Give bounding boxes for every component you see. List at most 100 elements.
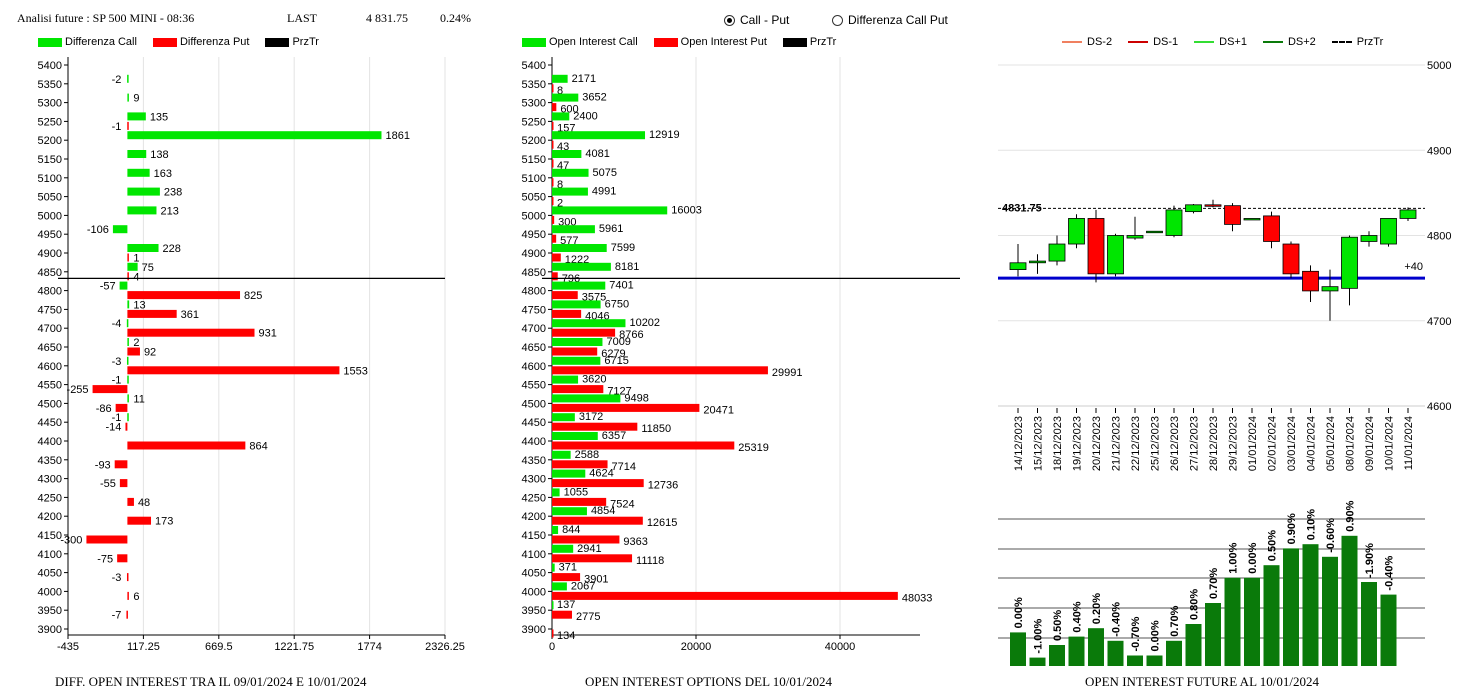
future-oi-bar: [1166, 640, 1182, 666]
put-diff-bar: [127, 309, 177, 318]
oi-put-bar: [552, 84, 554, 93]
x-tick-label: 40000: [825, 641, 856, 653]
oi-call-bar-label: 4854: [591, 505, 615, 517]
call-diff-bar-label: 9: [133, 93, 139, 105]
put-diff-bar-label: 825: [244, 290, 262, 302]
call-diff-bar: [127, 244, 159, 252]
line-swatch-icon: [1128, 41, 1149, 43]
legend-item-diff-call: Differenza Call: [38, 36, 137, 48]
future-oi-bar: [1127, 655, 1143, 666]
candle-body: [1380, 218, 1397, 245]
x-tick-label: 22/12/2023: [1130, 416, 1142, 471]
future-oi-bar: [1283, 548, 1299, 666]
future-oi-bar: [1029, 657, 1046, 666]
y-tick-label: 4800: [522, 286, 546, 298]
put-diff-bar: [127, 121, 129, 130]
future-oi-bar-label: 0.70%: [1208, 568, 1220, 599]
radio-call-put[interactable]: Call - Put: [724, 13, 789, 27]
legend-item-oi-call: Open Interest Call: [522, 36, 638, 48]
oi-put-bar-label: 7714: [612, 461, 636, 473]
y-tick-label: 5150: [522, 154, 546, 166]
future-oi-bar: [1224, 577, 1241, 666]
pivot-label: +40: [1404, 261, 1423, 273]
call-diff-bar: [126, 319, 129, 328]
oi-put-bar-label: 9363: [623, 536, 647, 548]
oi-put-bar-label: 48033: [902, 592, 933, 604]
oi-call-bar: [552, 168, 589, 177]
call-swatch-icon: [522, 37, 546, 47]
call-diff-bar-label: 13: [133, 299, 145, 311]
oi-put-bar-label: 25319: [738, 442, 769, 454]
oi-call-bar: [552, 206, 668, 215]
oi-call-bar: [552, 469, 586, 478]
put-diff-bar-label: -7: [112, 610, 122, 622]
oi-call-bar: [552, 225, 595, 234]
oi-put-bar-label: 6279: [601, 348, 625, 360]
oi-put-bar: [552, 554, 633, 563]
oi-put-bar: [552, 460, 608, 469]
put-diff-bar-label: -255: [67, 384, 89, 396]
oi-put-bar: [552, 441, 735, 450]
oi-call-bar-label: 4991: [592, 186, 616, 198]
x-tick-label: 20/12/2023: [1091, 416, 1103, 471]
future-oi-bar-label: -0.40%: [1111, 602, 1123, 637]
future-oi-bar: [1068, 636, 1085, 666]
call-diff-bar: [127, 413, 129, 422]
oi-call-bar-label: 2067: [571, 580, 595, 592]
legend-candles: DS-2 DS-1 DS+1 DS+2 PrzTr: [1062, 36, 1393, 48]
call-diff-bar: [127, 262, 138, 271]
y-tick-label: 5100: [38, 173, 62, 185]
oi-call-bar-label: 5075: [593, 167, 617, 179]
put-diff-bar: [127, 497, 134, 506]
put-diff-bar: [127, 441, 246, 450]
x-tick-label: 28/12/2023: [1208, 416, 1220, 471]
y-tick-label: 4400: [38, 436, 62, 448]
oi-call-bar-label: 3172: [579, 411, 603, 423]
future-oi-bar-label: -1.00%: [1033, 619, 1045, 654]
call-diff-bar: [127, 168, 150, 177]
y-tick-label: 4600: [38, 361, 62, 373]
call-diff-bar: [127, 300, 130, 309]
x-tick-label: 117.25: [127, 641, 160, 653]
call-diff-bar-label: 163: [154, 168, 172, 180]
x-tick-label: 1774: [357, 641, 381, 653]
put-diff-bar: [127, 366, 340, 375]
caption-oi-future: OPEN INTEREST FUTURE AL 10/01/2024: [1085, 674, 1320, 689]
oi-put-bar-label: 12615: [647, 517, 678, 529]
y-tick-label: 4500: [522, 398, 546, 410]
y-tick-label: 4300: [38, 474, 62, 486]
oi-put-bar: [552, 215, 555, 224]
y-tick-label: 5000: [522, 210, 546, 222]
y-tick-label: 5200: [38, 135, 62, 147]
call-diff-bar: [127, 375, 129, 384]
radio-differenza-call-put[interactable]: Differenza Call Put: [832, 13, 948, 27]
oi-call-bar-label: 5961: [599, 223, 623, 235]
oi-call-bar-label: 8181: [615, 261, 639, 273]
future-oi-bar-label: 0.20%: [1091, 593, 1103, 624]
put-diff-bar-label: 6: [133, 591, 139, 603]
oi-put-bar: [552, 535, 620, 544]
oi-put-bar: [552, 479, 644, 488]
oi-call-bar-label: 3620: [582, 374, 606, 386]
candle-body: [1321, 286, 1339, 292]
y-tick-label: 4000: [38, 586, 62, 598]
x-tick-label: 20000: [681, 641, 712, 653]
future-oi-bar: [1263, 565, 1280, 666]
candle-body: [1302, 270, 1319, 292]
x-tick-label: -435: [57, 641, 79, 653]
line-swatch-icon: [1194, 41, 1215, 43]
oi-call-bar-label: 9498: [624, 392, 648, 404]
oi-put-bar-label: 11850: [641, 423, 671, 435]
x-tick-label: 11/01/2024: [1403, 416, 1415, 470]
future-oi-bar-label: 0.00%: [1247, 542, 1259, 573]
oi-put-bar: [552, 573, 581, 582]
radio-unselected-icon: [832, 14, 843, 26]
y-tick-label: 4250: [522, 492, 546, 504]
y-tick-label: 4350: [38, 455, 62, 467]
oi-put-bar-label: 12736: [648, 480, 679, 492]
oi-call-bar-label: 7009: [606, 336, 630, 348]
x-tick-label: 29/12/2023: [1228, 416, 1240, 471]
x-tick-label: 669.5: [205, 641, 233, 653]
y-tick-label: 4450: [38, 417, 62, 429]
put-diff-bar-label: -86: [96, 403, 112, 415]
